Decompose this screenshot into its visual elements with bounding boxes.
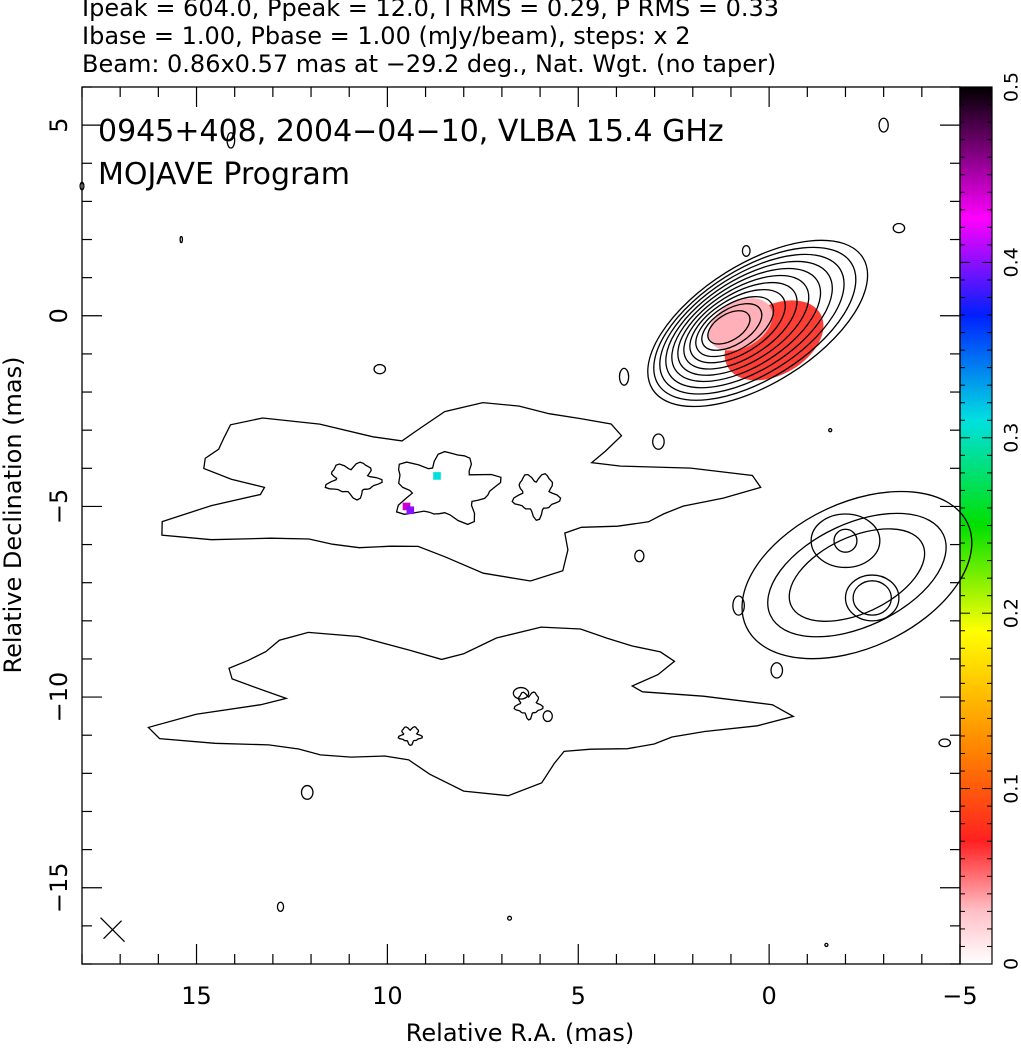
- x-tick-label: 10: [372, 982, 403, 1010]
- noise-contour: [732, 595, 745, 616]
- colorbar-tick-label: 0: [1001, 958, 1021, 970]
- diffuse-emission-contour: [395, 450, 502, 526]
- colorbar-tick-label: 0.3: [1001, 423, 1021, 453]
- noise-contour: [226, 132, 236, 149]
- x-tick-label: 15: [181, 982, 212, 1010]
- core-contour: [677, 274, 810, 376]
- colorbar: 0 0.1 0.2 0.3 0.4 0.5: [959, 72, 1021, 970]
- core-contour: [665, 260, 833, 389]
- jet-contour: [833, 528, 858, 553]
- noise-contour: [276, 901, 285, 913]
- y-tick-label: −10: [45, 672, 73, 723]
- jet-contour: [844, 574, 900, 622]
- x-tick-label: 5: [571, 982, 586, 1010]
- beam-marker-axis: [103, 920, 122, 940]
- polarization-pixel: [406, 506, 415, 515]
- x-tick-label: −5: [942, 982, 977, 1010]
- noise-contour: [741, 244, 751, 257]
- diffuse-emission-contour: [513, 691, 544, 721]
- jet-contour: [767, 512, 947, 638]
- colorbar-tick-label: 0.5: [1001, 72, 1021, 102]
- noise-contour: [824, 942, 829, 948]
- jet-contour: [741, 490, 973, 660]
- noise-contour: [542, 710, 553, 723]
- x-axis-label: Relative R.A. (mas): [405, 1019, 635, 1047]
- jet-contour: [810, 513, 881, 569]
- jet-contour: [852, 580, 892, 616]
- core-contour: [695, 296, 775, 358]
- core-contour: [683, 281, 798, 370]
- colorbar-tick-label: 0.4: [1001, 247, 1021, 277]
- chart-annotation-source: 0945+408, 2004−04−10, VLBA 15.4 GHz: [98, 114, 724, 149]
- diffuse-emission-contour: [324, 461, 383, 501]
- noise-contour: [878, 117, 889, 133]
- jet-component: [741, 490, 973, 660]
- y-axis: 5 0 −5 −10 −15: [45, 86, 960, 965]
- diffuse-emission-contour: [397, 725, 424, 747]
- diffuse-emission-contour: [161, 401, 762, 582]
- beam-marker: [100, 917, 125, 943]
- y-axis-label: Relative Declination (mas): [0, 356, 27, 674]
- noise-contour: [652, 433, 665, 450]
- header-line-1: Ipeak = 604.0, Ppeak = 12.0, I RMS = 0.2…: [82, 0, 780, 22]
- polarization-pixel: [433, 472, 441, 480]
- chart-annotation-program: MOJAVE Program: [98, 157, 350, 192]
- noise-contour: [506, 915, 513, 921]
- diffuse-emission-contour: [511, 472, 562, 522]
- header-line-3: Beam: 0.86x0.57 mas at −29.2 deg., Nat. …: [82, 50, 777, 78]
- noise-contour: [828, 427, 833, 433]
- noise-contour: [179, 235, 184, 244]
- x-tick-label: 0: [761, 982, 776, 1010]
- core-component: [647, 239, 869, 408]
- core-contour: [653, 246, 857, 401]
- noise-contour: [634, 549, 645, 563]
- noise-contour: [938, 738, 952, 748]
- noise-contour: [79, 181, 85, 191]
- core-contour: [707, 310, 751, 345]
- colorbar-tick-label: 0.1: [1001, 773, 1021, 803]
- noise-contour: [770, 662, 784, 679]
- plot-frame: [81, 86, 961, 965]
- core-contour: [689, 288, 786, 364]
- core-contour: [671, 267, 822, 383]
- header-line-2: Ibase = 1.00, Pbase = 1.00 (mJy/beam), s…: [82, 22, 691, 50]
- y-tick-label: −15: [45, 862, 73, 913]
- noise-contour: [300, 784, 314, 800]
- noise-contour: [373, 363, 387, 375]
- noise-contour: [892, 222, 906, 234]
- noise-contour: [512, 686, 530, 700]
- core-contour: [659, 253, 845, 395]
- diffuse-emission-contour: [147, 626, 796, 797]
- y-tick-label: 5: [45, 117, 73, 132]
- y-tick-label: 0: [45, 308, 73, 323]
- noise-contour: [618, 367, 630, 386]
- core-contour: [647, 239, 869, 408]
- x-axis: 15 10 5 0 −5: [81, 87, 978, 1010]
- jet-contour: [788, 528, 926, 622]
- y-tick-label: −5: [45, 489, 73, 524]
- core-contour: [701, 303, 763, 351]
- colorbar-tick-label: 0.2: [1001, 598, 1021, 628]
